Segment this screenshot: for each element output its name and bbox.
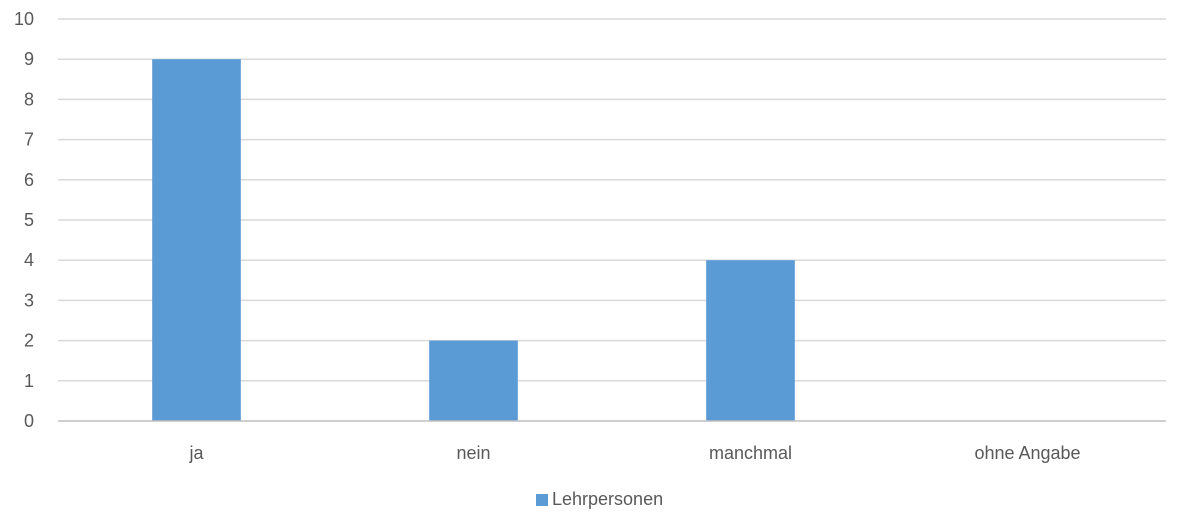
x-category-label: ja	[188, 443, 204, 463]
bar-ja	[152, 59, 241, 421]
bar-manchmal	[706, 260, 795, 421]
gridlines	[58, 18, 1166, 382]
axes: 0 1 2 3 4 5 6 7 8 9 10 ja nein manchmal ohne Angabe	[14, 9, 1166, 463]
y-tick-label: 2	[24, 331, 34, 351]
legend-label: Lehrpersonen	[552, 489, 663, 509]
legend: Lehrpersonen	[536, 489, 663, 509]
bar-nein	[429, 340, 518, 421]
y-tick-label: 5	[24, 210, 34, 230]
legend-swatch	[536, 494, 548, 506]
y-tick-label: 7	[24, 130, 34, 150]
y-tick-label: 3	[24, 290, 34, 310]
bars	[152, 59, 795, 421]
x-category-label: manchmal	[709, 443, 792, 463]
y-tick-label: 1	[24, 371, 34, 391]
y-tick-label: 6	[24, 170, 34, 190]
x-category-label: nein	[456, 443, 490, 463]
y-tick-label: 10	[14, 9, 34, 29]
y-tick-label: 0	[24, 411, 34, 431]
y-tick-label: 9	[24, 49, 34, 69]
y-tick-label: 4	[24, 250, 34, 270]
x-category-label: ohne Angabe	[974, 443, 1080, 463]
y-tick-label: 8	[24, 89, 34, 109]
